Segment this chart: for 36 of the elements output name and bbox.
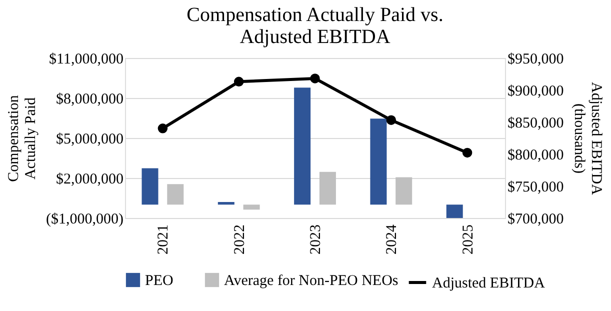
y2-tick-label: $700,000: [508, 212, 564, 228]
bar: [294, 88, 311, 205]
bar: [243, 204, 260, 210]
y2-tick-label: $950,000: [508, 52, 564, 68]
point: [234, 76, 244, 87]
bar: [396, 177, 412, 205]
bar: [446, 204, 463, 218]
point: [462, 148, 472, 158]
x-tick-label: 2025: [460, 224, 476, 254]
y-tick-label: $2,000,000: [56, 172, 124, 188]
y-axis-title: Compensation Actually Paid: [6, 94, 40, 182]
bar: [319, 172, 336, 205]
x-tick-label: 2023: [308, 224, 324, 254]
x-tick-label: 2021: [156, 224, 172, 254]
x-tick-label: 2022: [232, 224, 248, 254]
bar: [167, 184, 184, 205]
y-tick-label: $8,000,000: [56, 92, 124, 108]
y2-tick-label: $850,000: [508, 116, 564, 132]
y2-tick-label: $800,000: [508, 148, 564, 164]
y2-axis-title: Adjusted EBITDA (thousands): [570, 82, 604, 196]
point: [158, 124, 168, 134]
legend-label: Average for Non-PEO NEOs: [224, 273, 398, 289]
y2-tick-label: $900,000: [508, 84, 564, 100]
x-tick-label: 2024: [384, 224, 400, 254]
point: [386, 115, 396, 125]
chart-title: Compensation Actually Paid vs. Adjusted EBITDA: [186, 4, 444, 48]
legend-label: PEO: [145, 273, 174, 289]
bar: [218, 202, 234, 205]
y2-tick-label: $750,000: [508, 180, 564, 196]
legend-label: Adjusted EBITDA: [432, 276, 546, 292]
bar: [142, 168, 158, 205]
y-tick-label: $11,000,000: [49, 52, 124, 68]
bar: [370, 118, 387, 205]
y-tick-label: $5,000,000: [56, 132, 124, 148]
y-tick-label: ($1,000,000): [46, 212, 124, 228]
point: [310, 74, 320, 84]
